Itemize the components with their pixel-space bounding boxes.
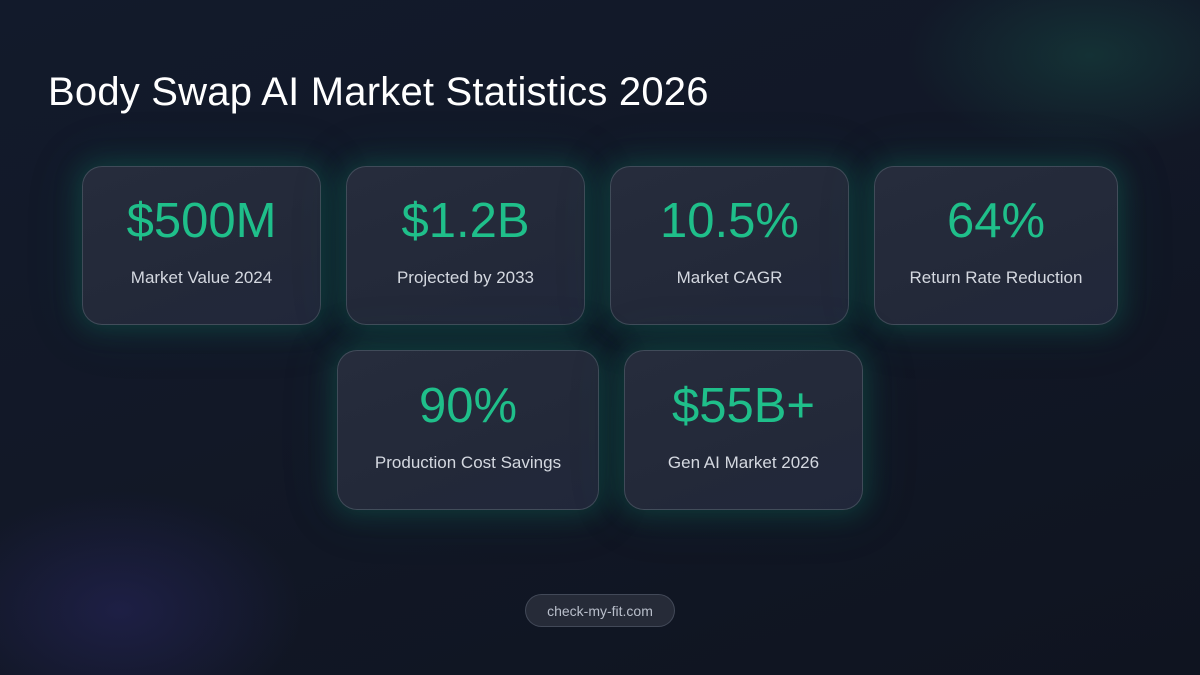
stat-value: 90% [418, 378, 518, 433]
stat-label: Return Rate Reduction [909, 268, 1083, 287]
stat-card-cost-savings: 90% Production Cost Savings [337, 350, 599, 510]
stat-card-projected: $1.2B Projected by 2033 [346, 166, 585, 325]
stat-card-return-rate: 64% Return Rate Reduction [874, 166, 1118, 325]
stat-value: 10.5% [660, 194, 799, 248]
stat-label: Market Value 2024 [130, 268, 273, 287]
stat-value: $55B+ [671, 378, 816, 433]
stat-value: $500M [126, 194, 277, 248]
stat-label: Projected by 2033 [396, 268, 535, 287]
stat-label: Gen AI Market 2026 [667, 452, 820, 472]
page-title: Body Swap AI Market Statistics 2026 [48, 70, 709, 114]
stat-card-cagr: 10.5% Market CAGR [610, 166, 849, 325]
stat-card-market-value: $500M Market Value 2024 [82, 166, 321, 325]
stat-value: 64% [946, 194, 1046, 248]
stat-label: Market CAGR [676, 268, 783, 287]
stat-value: $1.2B [401, 194, 530, 248]
stat-label: Production Cost Savings [374, 452, 562, 472]
stat-card-gen-ai-market: $55B+ Gen AI Market 2026 [624, 350, 863, 510]
site-link[interactable]: check-my-fit.com [525, 594, 675, 627]
